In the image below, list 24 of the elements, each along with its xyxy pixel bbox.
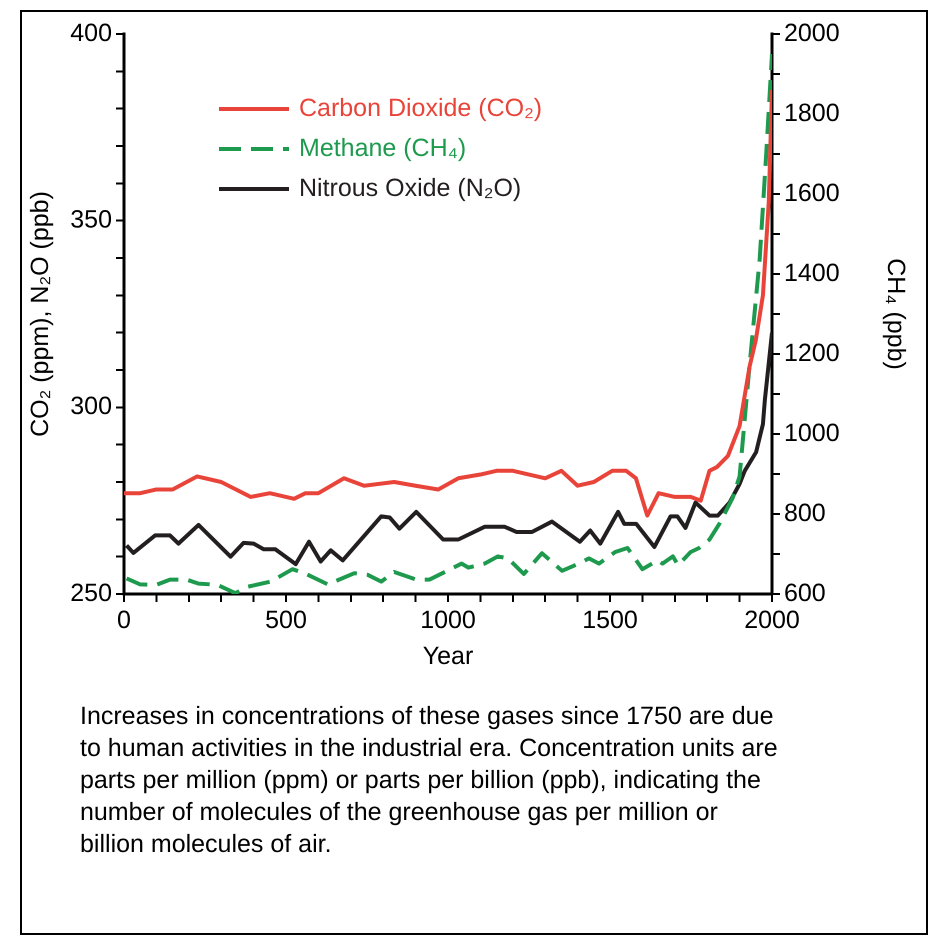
- y2-tick-label: 1600: [784, 178, 840, 207]
- y-axis-title: CO₂ (ppm), N₂O (ppb): [26, 191, 54, 437]
- legend-label: Carbon Dioxide (CO₂): [299, 94, 542, 122]
- y2-tick-label: 1200: [784, 338, 840, 367]
- x-tick-label: 1000: [420, 606, 476, 634]
- y-tick-label: 350: [70, 206, 112, 234]
- legend-label: Methane (CH₄): [299, 134, 466, 162]
- y-tick-label: 400: [70, 18, 112, 47]
- x-tick-label: 2000: [744, 606, 800, 634]
- y2-tick-label: 2000: [784, 18, 840, 47]
- y2-tick-label: 800: [784, 498, 826, 527]
- x-tick-label: 0: [117, 606, 131, 634]
- legend-label: Nitrous Oxide (N₂O): [299, 174, 522, 202]
- y-tick-label: 250: [70, 578, 112, 607]
- y2-tick-label: 1800: [784, 98, 840, 127]
- y2-tick-label: 1400: [784, 258, 840, 287]
- x-axis-title: Year: [422, 642, 474, 670]
- text: Increases in concentrations of these gases since 1750 are due to human activities in the industrial era. Concentration units are parts per million (ppm) or parts per billion (ppb), indicating the number of molecules of the greenhouse gas per million or billion molecules of air.: [80, 701, 779, 860]
- y2-axis-title: CH₄ (ppb): [882, 258, 910, 370]
- y-tick-label: 300: [70, 392, 112, 420]
- x-tick-label: 1500: [582, 606, 638, 634]
- y2-tick-label: 1000: [784, 418, 840, 447]
- y2-tick-label: 600: [784, 578, 826, 607]
- x-tick-label: 500: [265, 606, 307, 634]
